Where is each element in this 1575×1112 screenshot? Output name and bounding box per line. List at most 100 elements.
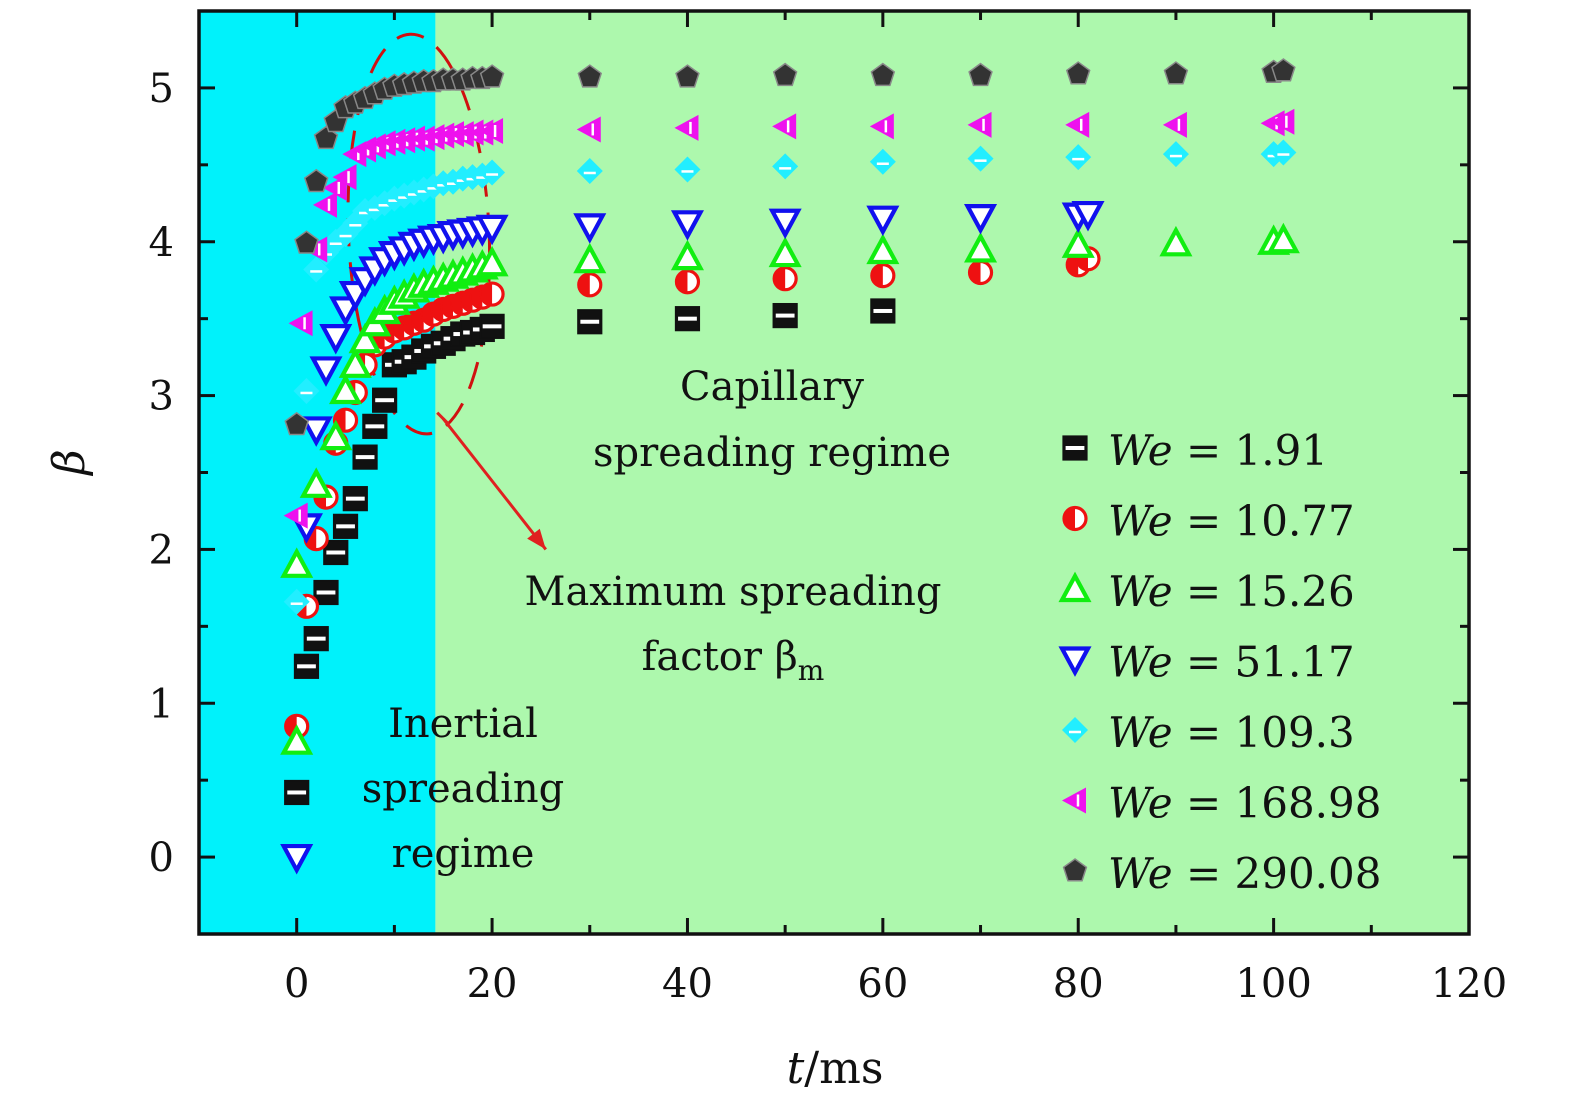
inertial-legend-marker [280,724,314,755]
legend-label: We = 15.26 [1108,567,1355,616]
x-tick-label: 60 [857,961,908,1007]
data-point [573,213,607,244]
y-tick-label: 1 [149,681,174,727]
data-point [313,191,337,218]
legend-item: We = 10.77 [1062,497,1355,546]
y-tick-label: 2 [149,527,174,573]
data-point [303,626,329,652]
svg-text:t/ms: t/ms [787,1043,884,1094]
data-point [577,272,603,298]
legend-item: We = 109.3 [1062,708,1355,757]
legend-label: We = 109.3 [1108,708,1355,757]
data-point [303,256,330,283]
data-point [1266,222,1300,254]
series-168.98 [283,108,1295,529]
data-point [299,467,333,498]
max-spreading-subscript: m [798,654,825,687]
legend-marker [1062,435,1088,461]
data-point [772,113,797,140]
data-point [1163,61,1189,85]
legend-label: We = 51.17 [1108,638,1355,687]
data-point [772,153,799,180]
max-spreading-factor: factor β [642,634,798,680]
annotation-max-spreading: Maximum spreading factor βm [524,569,941,687]
data-point [670,210,704,241]
annotation-arrow [436,411,547,551]
legend-label: We = 10.77 [1108,497,1355,546]
series-1.91 [293,298,896,679]
data-point [1065,111,1090,138]
data-point [772,266,798,292]
y-tick-label: 4 [149,220,174,266]
data-point [479,281,505,307]
x-tick-label: 100 [1235,961,1311,1007]
legend-item: We = 51.17 [1058,638,1355,687]
data-point [967,259,994,286]
y-axis-label: β [44,449,95,476]
data-point [1162,111,1187,138]
data-point [348,322,382,354]
data-point [1065,144,1092,171]
data-point [772,62,798,87]
arrow-shaft [442,417,547,551]
data-point [670,239,704,271]
data-point [342,486,368,512]
data-point [674,156,701,183]
data-point [323,539,349,566]
y-axis-title: β [44,449,95,476]
x-tick-label: 80 [1053,961,1104,1007]
data-point [1071,200,1105,232]
inertial-legend-marker [280,843,314,875]
data-point [869,148,896,175]
data-point [313,579,339,606]
data-point [479,159,506,186]
legend: We = 1.91 We = 10.77 We = 15.26 We = 51.17 W… [1058,426,1381,898]
data-point [332,513,359,539]
data-point [283,588,310,615]
data-point [288,310,313,337]
data-point [479,117,504,144]
data-point [479,64,505,88]
data-point [1065,61,1091,85]
data-point [284,411,309,436]
data-point [772,302,798,329]
data-point [768,208,802,240]
capillary-line-2: spreading regime [593,430,951,476]
series-15.26 [280,222,1300,578]
data-point [870,62,896,87]
x-axis-title: t/ms [787,1043,884,1094]
data-point [352,444,378,470]
data-point [870,262,896,289]
legend-item: We = 168.98 [1062,779,1381,828]
data-point [362,413,388,439]
data-point [968,62,993,87]
x-tick-label: 0 [284,961,309,1007]
data-point [372,387,398,413]
axis-ticks: 0 20 40 60 80 100 120 0 1 2 3 4 5 [149,11,1507,1007]
y-tick-label: 5 [149,66,174,112]
series-290.08 [284,58,1296,436]
series-109.3 [283,139,1297,615]
data-point [475,214,509,246]
data-point [573,242,607,274]
data-point [332,164,357,191]
inertial-line-2: spreading [362,766,565,812]
legend-item: We = 290.08 [1062,849,1381,898]
data-point [1270,108,1295,135]
capillary-line-1: Capillary [680,364,864,410]
data-point [674,306,701,332]
data-point [1162,141,1189,168]
max-spreading-line-2: factor βm [642,634,825,687]
y-tick-label: 0 [149,835,174,881]
data-point [293,377,320,404]
data-point [577,64,603,88]
legend-label: We = 290.08 [1108,849,1381,898]
y-tick-label: 3 [149,374,174,420]
data-point [967,145,994,172]
data-point [675,64,700,88]
legend-marker [1062,787,1086,814]
data-point [309,356,343,387]
data-point [1159,225,1193,257]
x-axis-unit: /ms [804,1043,883,1094]
data-point [299,416,333,447]
